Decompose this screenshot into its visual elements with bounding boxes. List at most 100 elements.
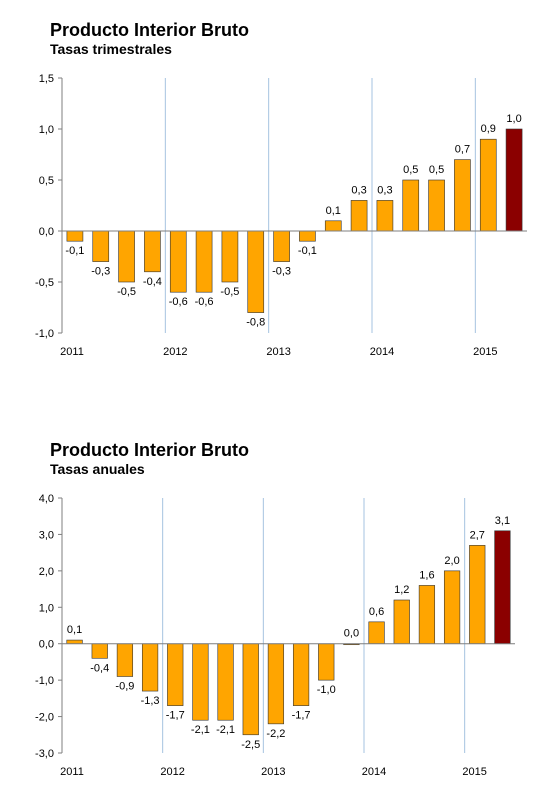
bar <box>66 230 84 242</box>
y-tick-label: 1,0 <box>39 602 54 614</box>
y-tick-label: -1,0 <box>35 328 54 340</box>
data-label: 3,1 <box>495 515 510 527</box>
y-tick-label: -2,0 <box>35 712 54 724</box>
x-tick-label: 2011 <box>60 346 84 358</box>
data-label: -0,6 <box>169 296 188 308</box>
bar <box>92 230 110 262</box>
bar <box>494 530 511 645</box>
chart-subtitle: Tasas anuales <box>50 461 145 477</box>
quarterly-plot: -1,0 -0,5 0,0 0,5 1,0 1,5 -0,1 -0,3 -0,5 -0,4 -0,6… <box>35 73 527 358</box>
data-label: -0,3 <box>91 266 110 278</box>
x-tick-label: 2011 <box>60 766 84 778</box>
data-label: 0,5 <box>403 164 418 176</box>
bar <box>167 643 184 706</box>
y-tick-label: 1,5 <box>39 73 54 85</box>
data-label: -0,1 <box>298 245 317 257</box>
bar <box>324 220 342 232</box>
data-label: -0,4 <box>90 662 109 674</box>
bar <box>418 585 436 645</box>
data-label: -0,6 <box>195 296 214 308</box>
bar <box>267 643 285 725</box>
bar <box>247 230 265 313</box>
bar <box>505 128 523 232</box>
data-label: -0,8 <box>246 317 265 329</box>
bar <box>192 643 209 721</box>
bar <box>428 179 445 232</box>
y-tick-label: 0,5 <box>39 175 54 187</box>
x-tick-label: 2014 <box>370 346 394 358</box>
data-label: 0,1 <box>326 205 341 217</box>
data-label: -0,3 <box>272 266 291 278</box>
chart-title: Producto Interior Bruto <box>50 440 249 460</box>
x-tick-label: 2014 <box>362 766 386 778</box>
bar <box>469 545 486 645</box>
bar <box>318 643 335 681</box>
bar <box>217 643 234 721</box>
bar <box>169 230 187 293</box>
data-label: 0,9 <box>481 123 496 135</box>
bar <box>118 230 135 283</box>
data-label: 1,0 <box>506 113 521 125</box>
data-label: -1,7 <box>166 710 185 722</box>
data-label: 2,0 <box>444 555 459 567</box>
data-label: -1,7 <box>292 710 311 722</box>
data-label: -0,9 <box>115 681 134 693</box>
x-tick-label: 2012 <box>160 766 184 778</box>
data-label: -0,1 <box>65 245 84 257</box>
data-label: -1,3 <box>141 695 160 707</box>
data-label: 1,2 <box>394 584 409 596</box>
chart-subtitle: Tasas trimestrales <box>50 41 172 57</box>
data-label: 0,3 <box>351 184 366 196</box>
x-tick-label: 2012 <box>163 346 187 358</box>
data-label: -2,2 <box>266 728 285 740</box>
annual-plot: -3,0 -2,0 -1,0 0,0 1,0 2,0 3,0 4,0 0,1 -0,4 -0,9 -1… <box>35 493 515 778</box>
bar <box>242 643 259 736</box>
data-label: 0,3 <box>377 184 392 196</box>
bar <box>350 200 368 232</box>
y-tick-label: 3,0 <box>39 529 54 541</box>
data-label: 1,6 <box>419 569 434 581</box>
x-tick-label: 2015 <box>473 346 497 358</box>
y-tick-label: -3,0 <box>35 748 54 760</box>
y-tick-label: 4,0 <box>39 493 54 505</box>
data-label: 0,0 <box>344 628 359 640</box>
chart-quarterly: Producto Interior Bruto Tasas trimestral… <box>0 0 560 380</box>
data-label: 0,6 <box>369 606 384 618</box>
chart-title: Producto Interior Bruto <box>50 20 249 40</box>
data-label: -0,5 <box>117 286 136 298</box>
bar <box>368 621 385 645</box>
data-label: -2,1 <box>191 724 210 736</box>
bar <box>402 179 420 232</box>
bar <box>273 230 290 262</box>
chart-annual: Producto Interior Bruto Tasas anuales -3… <box>0 430 560 810</box>
y-tick-label: 1,0 <box>39 124 54 136</box>
data-label: 0,7 <box>455 144 470 156</box>
data-label: -0,5 <box>220 286 239 298</box>
bar <box>376 200 394 232</box>
bar <box>144 230 161 273</box>
bar <box>393 599 410 645</box>
data-label: -2,1 <box>216 724 235 736</box>
bar <box>479 138 497 232</box>
bar <box>292 643 310 706</box>
data-label: 0,5 <box>429 164 444 176</box>
x-tick-label: 2015 <box>462 766 486 778</box>
bar <box>454 159 471 232</box>
x-tick-label: 2013 <box>261 766 285 778</box>
data-label: -1,0 <box>317 684 336 696</box>
x-tick-label: 2013 <box>266 346 290 358</box>
bar <box>299 230 316 242</box>
bar <box>116 643 134 677</box>
data-label: 0,1 <box>67 624 82 636</box>
data-label: -2,5 <box>241 739 260 751</box>
y-tick-label: -1,0 <box>35 675 54 687</box>
bar <box>66 639 83 645</box>
y-tick-label: 2,0 <box>39 566 54 578</box>
bar <box>195 230 213 293</box>
data-label: -0,4 <box>143 276 162 288</box>
bar <box>141 643 159 692</box>
bar <box>443 570 461 645</box>
bar <box>221 230 239 283</box>
y-tick-label: 0,0 <box>39 226 54 238</box>
y-tick-label: -0,5 <box>35 277 54 289</box>
